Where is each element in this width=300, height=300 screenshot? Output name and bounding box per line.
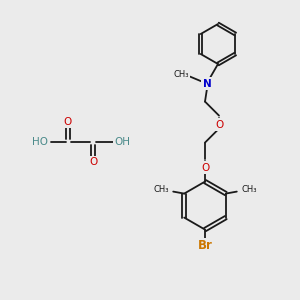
Text: CH₃: CH₃ [154,185,169,194]
Text: CH₃: CH₃ [173,70,189,79]
Text: Br: Br [198,239,212,252]
Text: O: O [64,117,72,127]
Text: O: O [201,163,209,172]
Text: HO: HO [32,137,48,147]
Text: O: O [89,157,97,167]
Text: OH: OH [114,137,130,147]
Text: CH₃: CH₃ [241,185,256,194]
Text: N: N [202,79,211,88]
Text: O: O [215,120,223,130]
